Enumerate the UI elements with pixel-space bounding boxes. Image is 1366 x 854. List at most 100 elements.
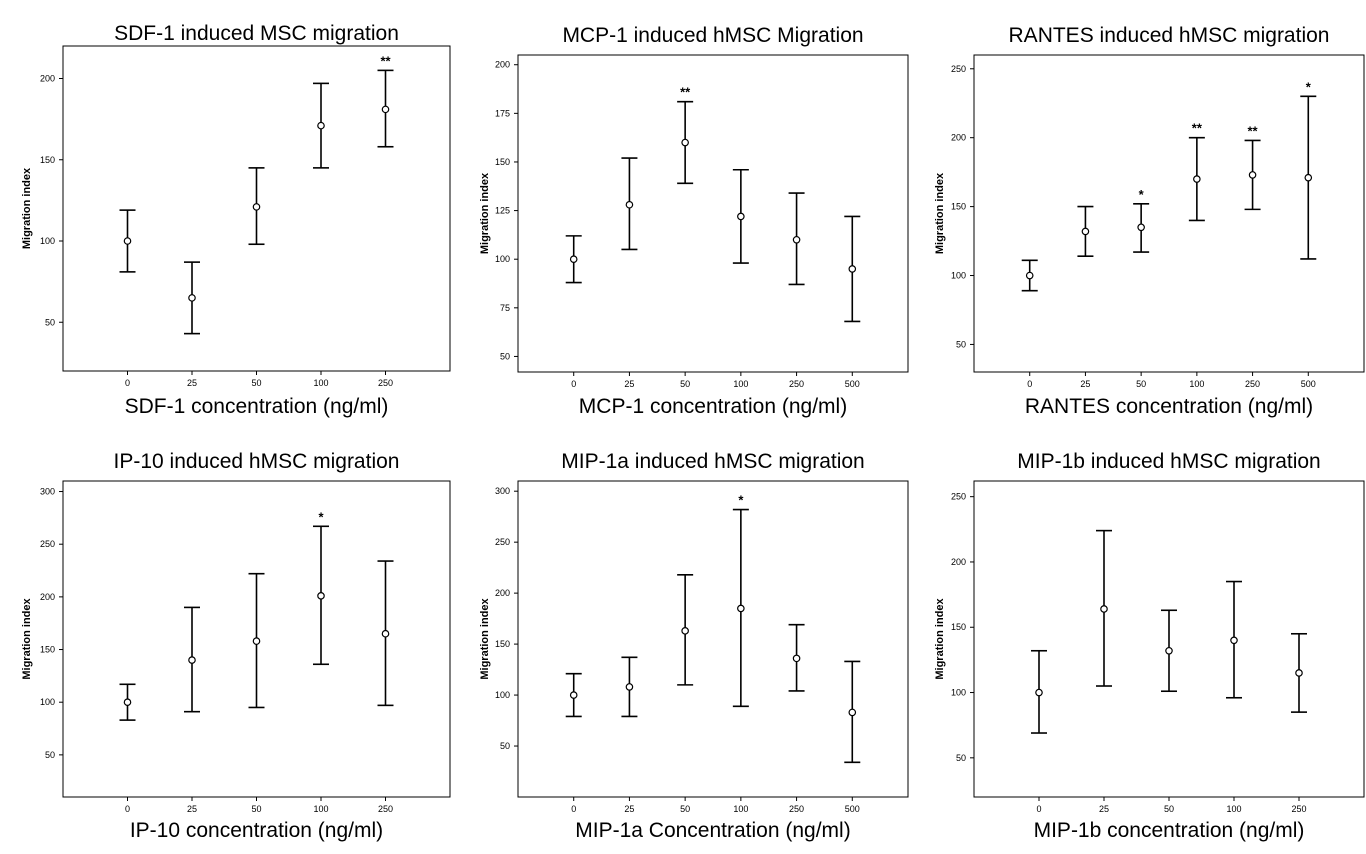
chart-panel-2: MCP-1 induced hMSC Migration 50 75 100 125 15… <box>479 24 909 418</box>
x-tick-label: 250 <box>1291 804 1306 814</box>
x-tick-label: 50 <box>1164 804 1174 814</box>
mean-point <box>1165 646 1173 655</box>
mean-point <box>1035 688 1043 697</box>
error-bar <box>248 572 265 709</box>
x-tick-label: 50 <box>680 379 690 389</box>
y-axis-label: Migration index <box>21 167 33 249</box>
error-bar <box>313 82 329 169</box>
error-bar <box>1291 632 1307 713</box>
x-tick-label: 25 <box>624 804 634 814</box>
mean-point <box>681 138 689 147</box>
mean-point <box>625 683 634 691</box>
y-tick-label: 250 <box>951 492 966 502</box>
error-bar <box>844 660 861 764</box>
mean-point <box>1137 223 1145 232</box>
mean-point <box>381 629 390 638</box>
y-tick-label: 150 <box>495 639 510 649</box>
x-tick-label: 25 <box>187 804 197 814</box>
x-axis-label: IP-10 concentration (ng/ml) <box>130 819 383 842</box>
error-bar <box>1031 649 1047 734</box>
significance-marker: ** <box>680 85 691 100</box>
x-tick-label: 0 <box>125 378 130 388</box>
mean-point <box>188 294 196 302</box>
x-tick-label: 25 <box>1080 379 1090 389</box>
x-axis-label: SDF-1 concentration (ng/ml) <box>125 395 389 418</box>
mean-point <box>792 235 801 244</box>
error-bar: ** <box>677 85 694 185</box>
y-tick-label: 100 <box>40 236 55 246</box>
mean-point <box>1295 669 1303 677</box>
error-bar <box>621 157 638 251</box>
chart-title: RANTES induced hMSC migration <box>1009 24 1330 47</box>
y-tick-label: 50 <box>956 753 966 763</box>
y-axis-label: Migration index <box>934 597 946 679</box>
y-axis-label: Migration index <box>479 172 491 254</box>
significance-marker: * <box>1306 79 1312 94</box>
x-tick-label: 100 <box>1189 379 1204 389</box>
significance-marker: ** <box>380 53 391 68</box>
error-bar <box>621 656 638 718</box>
x-tick-label: 250 <box>378 378 393 388</box>
mean-point <box>1100 605 1108 613</box>
chart-title: MIP-1b induced hMSC migration <box>1017 450 1320 473</box>
error-bar: * <box>1133 187 1150 253</box>
y-tick-label: 100 <box>951 688 966 698</box>
y-tick-label: 250 <box>40 539 55 549</box>
error-bar: * <box>313 509 329 666</box>
y-tick-label: 200 <box>951 133 966 143</box>
mean-point <box>123 237 132 245</box>
significance-marker: * <box>318 509 324 524</box>
mean-point <box>737 604 745 613</box>
mean-point <box>252 637 261 645</box>
error-bar <box>788 192 805 286</box>
mean-point <box>848 265 857 273</box>
error-bar: ** <box>1188 121 1205 222</box>
mean-point <box>737 212 745 221</box>
y-tick-label: 75 <box>500 303 510 313</box>
plot-frame <box>517 480 909 798</box>
x-tick-label: 50 <box>1136 379 1146 389</box>
y-tick-label: 200 <box>40 592 55 602</box>
mean-point <box>625 200 634 209</box>
y-tick-label: 125 <box>495 206 510 216</box>
error-bar <box>565 672 582 718</box>
error-bar <box>1161 609 1177 693</box>
x-tick-label: 50 <box>680 804 690 814</box>
error-bar <box>1077 205 1094 258</box>
error-bar <box>119 683 136 721</box>
y-tick-label: 150 <box>951 622 966 632</box>
plot-frame <box>517 54 909 373</box>
significance-marker: * <box>738 493 744 508</box>
error-bar <box>184 606 200 713</box>
x-tick-label: 500 <box>845 804 860 814</box>
error-bar <box>677 573 694 686</box>
x-tick-label: 25 <box>1099 804 1109 814</box>
chart-title: MIP-1a induced hMSC migration <box>561 450 864 473</box>
x-axis-label: RANTES concentration (ng/ml) <box>1025 395 1313 418</box>
x-tick-label: 25 <box>624 379 634 389</box>
x-tick-label: 100 <box>1226 804 1241 814</box>
y-axis-label: Migration index <box>479 597 491 679</box>
mean-point <box>848 708 857 717</box>
x-tick-label: 0 <box>1027 379 1032 389</box>
x-tick-label: 0 <box>125 804 130 814</box>
error-bar <box>565 235 582 284</box>
error-bar <box>1021 259 1038 292</box>
chart-panel-6: MIP-1b induced hMSC migration 50 100 150 200… <box>934 450 1365 842</box>
error-bar <box>184 261 200 335</box>
y-tick-label: 200 <box>951 557 966 567</box>
x-tick-label: 100 <box>733 804 748 814</box>
error-bar <box>1226 580 1242 699</box>
y-tick-label: 200 <box>495 60 510 70</box>
x-tick-label: 250 <box>789 379 804 389</box>
plot-frame <box>973 54 1365 373</box>
x-tick-label: 0 <box>571 804 576 814</box>
x-tick-label: 250 <box>789 804 804 814</box>
x-axis-label: MIP-1b concentration (ng/ml) <box>1034 819 1305 842</box>
y-tick-label: 200 <box>40 74 55 84</box>
mean-point <box>252 203 261 211</box>
y-tick-label: 50 <box>500 351 510 361</box>
y-tick-label: 250 <box>951 64 966 74</box>
x-tick-label: 100 <box>313 804 328 814</box>
